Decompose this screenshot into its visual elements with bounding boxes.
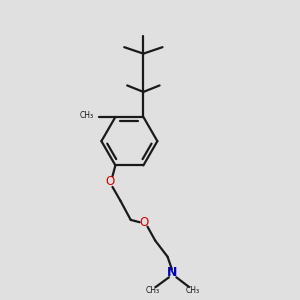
- Text: O: O: [139, 216, 148, 229]
- Text: N: N: [167, 266, 177, 279]
- Text: CH₃: CH₃: [80, 111, 94, 120]
- Text: CH₃: CH₃: [186, 286, 200, 295]
- Text: CH₃: CH₃: [146, 286, 160, 295]
- Text: O: O: [106, 175, 115, 188]
